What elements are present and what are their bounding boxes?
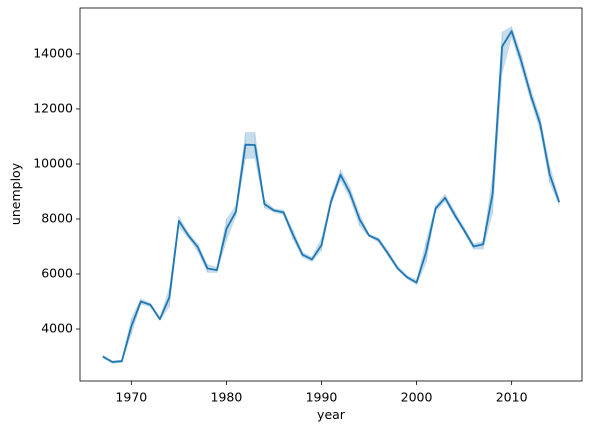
x-tick-label: 2010 <box>496 390 528 405</box>
y-tick-label: 6000 <box>41 265 73 280</box>
y-tick-label: 12000 <box>33 100 73 115</box>
line <box>102 30 561 363</box>
confidence-band <box>226 204 237 242</box>
x-axis-label: year <box>317 407 346 422</box>
x-tick-label: 1970 <box>115 390 147 405</box>
x-tick-label: 2000 <box>401 390 433 405</box>
y-tick-label: 4000 <box>41 321 73 336</box>
y-tick-label: 14000 <box>33 45 73 60</box>
y-tick-label: 10000 <box>33 155 73 170</box>
x-tick-label: 1990 <box>306 390 338 405</box>
y-axis-label: unemploy <box>8 162 23 225</box>
plot-frame <box>79 7 583 382</box>
y-tick-label: 8000 <box>41 210 73 225</box>
x-tick-label: 1980 <box>211 390 243 405</box>
